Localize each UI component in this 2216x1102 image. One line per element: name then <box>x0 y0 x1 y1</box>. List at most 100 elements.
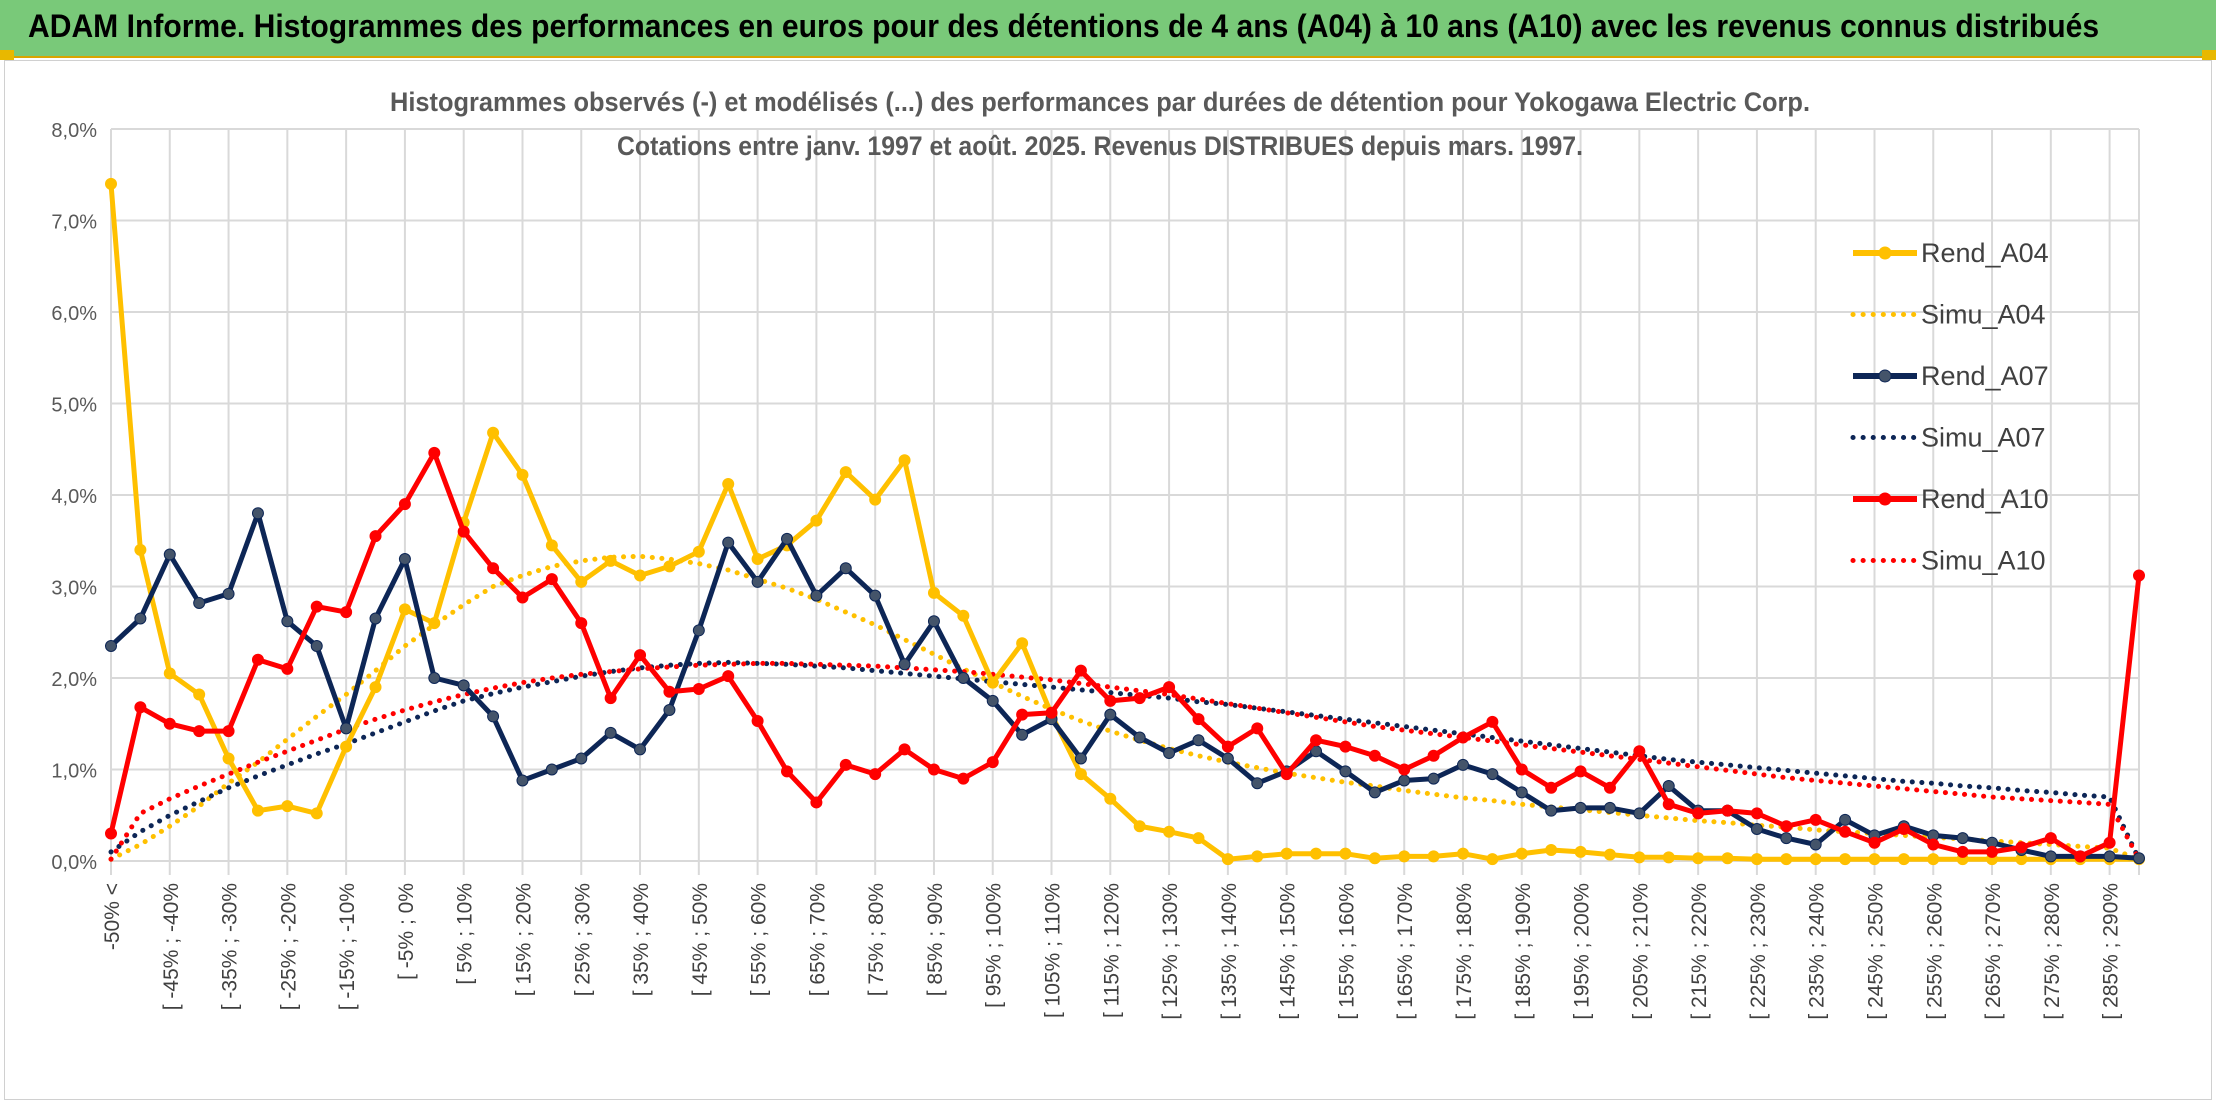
legend-label-rend-a07: Rend_A07 <box>1921 361 2049 391</box>
data-point-rend-a04 <box>722 478 735 491</box>
data-point-rend-a10 <box>634 649 647 662</box>
data-point-rend-a07 <box>1809 838 1822 851</box>
data-point-rend-a04 <box>340 740 353 753</box>
data-point-rend-a07 <box>927 615 940 628</box>
data-point-rend-a04 <box>1016 637 1029 650</box>
data-point-rend-a04 <box>134 543 147 556</box>
data-point-rend-a10 <box>722 670 735 683</box>
data-point-rend-a04 <box>310 807 323 820</box>
data-point-rend-a10 <box>1574 765 1587 778</box>
data-point-rend-a10 <box>398 498 411 511</box>
legend-label-simu-a04: Simu_A04 <box>1921 300 2046 330</box>
data-point-rend-a07 <box>634 743 647 756</box>
data-point-rend-a04 <box>398 603 411 616</box>
data-point-rend-a07 <box>281 615 294 628</box>
chart-frame: 0,0% 1,0% 2,0% 3,0% 4,0% 5,0% 6,0% 7,0% 8,0% -50… <box>4 60 2212 1100</box>
data-point-rend-a10 <box>1251 722 1264 735</box>
data-point-rend-a04 <box>1104 792 1117 805</box>
data-point-rend-a10 <box>1221 740 1234 753</box>
data-point-rend-a10 <box>869 768 882 781</box>
data-point-rend-a07 <box>1074 752 1087 765</box>
data-point-rend-a04 <box>222 752 235 765</box>
data-point-rend-a07 <box>1839 813 1852 826</box>
x-tick-label: [ 255% ; 260% <box>1923 883 1946 1020</box>
data-point-rend-a07 <box>2133 852 2145 865</box>
data-point-rend-a07 <box>663 704 676 717</box>
data-point-rend-a10 <box>1339 740 1352 753</box>
data-point-rend-a07 <box>340 722 353 735</box>
y-tick-label: 0,0% <box>51 852 97 874</box>
data-point-rend-a04 <box>545 539 558 552</box>
data-point-rend-a07 <box>163 548 176 561</box>
data-point-rend-a10 <box>1633 745 1646 758</box>
data-point-rend-a07 <box>781 532 793 545</box>
x-tick-label: [ 265% ; 270% <box>1982 883 2005 1020</box>
data-point-rend-a10 <box>927 763 940 776</box>
x-tick-label: [ 285% ; 290% <box>2100 883 2123 1020</box>
data-point-rend-a10 <box>575 617 588 630</box>
data-point-rend-a10 <box>957 772 970 785</box>
data-point-rend-a04 <box>869 493 882 506</box>
data-point-rend-a10 <box>1868 836 1881 849</box>
x-tick-label: [ 45% ; 50% <box>689 883 712 996</box>
data-point-rend-a07 <box>2044 850 2057 863</box>
data-point-rend-a10 <box>1133 692 1146 705</box>
series-line-rend-a10 <box>108 450 2142 859</box>
data-point-rend-a04 <box>957 609 970 622</box>
data-point-rend-a07 <box>1750 822 1763 835</box>
data-point-rend-a04 <box>604 554 617 567</box>
x-tick-label: -50% < <box>101 883 124 950</box>
data-point-rend-a10 <box>604 692 617 705</box>
data-point-rend-a07 <box>369 612 382 625</box>
chart-legend: Rend_A04 Simu_A04 Rend_A07 Simu_A07 Rend_A10… <box>1850 238 2049 576</box>
data-point-rend-a10 <box>751 715 764 728</box>
x-tick-label: [ 135% ; 140% <box>1218 883 1241 1020</box>
data-point-rend-a07 <box>1633 807 1646 820</box>
y-tick-label: 2,0% <box>51 669 97 691</box>
banner-corner-right <box>2202 50 2216 60</box>
data-point-rend-a10 <box>1662 798 1675 811</box>
data-point-rend-a07 <box>251 507 264 520</box>
legend-label-rend-a04: Rend_A04 <box>1921 238 2049 268</box>
data-point-rend-a10 <box>1310 734 1323 747</box>
data-point-rend-a04 <box>1133 820 1146 833</box>
data-point-rend-a10 <box>1280 768 1293 781</box>
data-point-rend-a07 <box>1515 786 1528 799</box>
data-point-rend-a10 <box>1163 681 1176 694</box>
data-point-rend-a10 <box>2103 836 2116 849</box>
x-tick-label: [ 55% ; 60% <box>748 883 771 996</box>
data-point-rend-a07 <box>1339 765 1352 778</box>
data-point-rend-a10 <box>1809 813 1822 826</box>
data-point-rend-a10 <box>1780 820 1793 833</box>
data-point-rend-a10 <box>457 525 470 538</box>
data-point-rend-a07 <box>839 562 852 575</box>
data-point-rend-a07 <box>1427 772 1440 785</box>
data-point-rend-a07 <box>1603 801 1616 814</box>
legend-label-simu-a07: Simu_A07 <box>1921 423 2046 453</box>
data-point-rend-a10 <box>545 573 558 586</box>
x-tick-label: [ 5% ; 10% <box>454 883 477 985</box>
data-point-rend-a10 <box>898 743 911 756</box>
data-point-rend-a10 <box>1897 822 1910 835</box>
data-point-rend-a07 <box>310 639 323 652</box>
data-point-rend-a04 <box>1251 850 1264 863</box>
data-point-rend-a04 <box>575 575 588 588</box>
x-tick-label: [ 95% ; 100% <box>983 883 1006 1008</box>
data-point-rend-a07 <box>722 536 735 549</box>
data-point-rend-a04 <box>1545 844 1558 857</box>
x-tick-label: [ 195% ; 200% <box>1571 883 1594 1020</box>
data-point-rend-a10 <box>1427 749 1440 762</box>
data-point-rend-a04 <box>1457 847 1469 860</box>
data-point-rend-a04 <box>1839 853 1852 866</box>
x-tick-label: [ 15% ; 20% <box>512 883 535 996</box>
data-point-rend-a04 <box>163 667 176 680</box>
data-point-rend-a04 <box>1280 847 1293 860</box>
data-point-rend-a04 <box>1662 851 1675 864</box>
data-point-rend-a04 <box>1163 825 1176 838</box>
data-point-rend-a10 <box>1956 845 1969 858</box>
data-point-rend-a07 <box>898 658 911 671</box>
legend-label-rend-a10: Rend_A10 <box>1921 484 2049 514</box>
x-tick-label: [ 35% ; 40% <box>630 883 653 996</box>
data-point-rend-a04 <box>1633 851 1646 864</box>
x-tick-label: [ 205% ; 210% <box>1629 883 1652 1020</box>
